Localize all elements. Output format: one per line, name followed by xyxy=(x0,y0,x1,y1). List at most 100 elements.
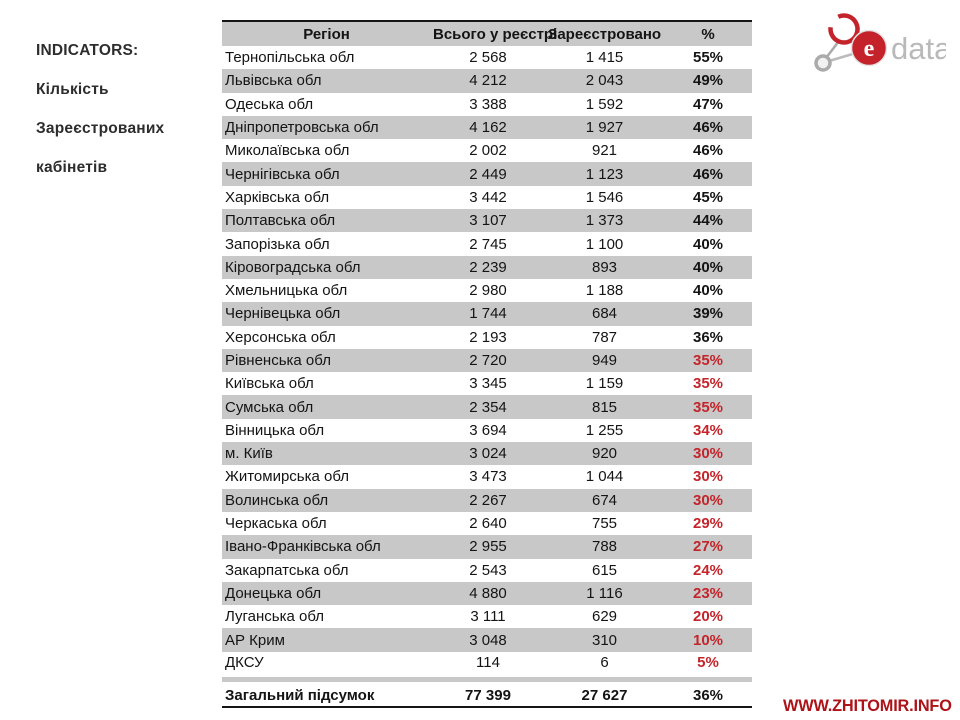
region-cell: Житомирська обл xyxy=(225,468,350,486)
percent-cell: 24% xyxy=(692,561,724,579)
region-cell: Луганська обл xyxy=(225,608,325,626)
total-cell: 3 442 xyxy=(469,188,507,206)
registered-cell: 1 373 xyxy=(545,209,664,233)
registered-cell: 1 546 xyxy=(585,188,624,206)
percent-cell: 40% xyxy=(692,282,724,300)
total-cell: 2 955 xyxy=(431,535,545,559)
logo-node-icon xyxy=(814,54,832,72)
table-row: м. Київ 3 024 920 30% xyxy=(222,442,752,466)
total-row: Загальний підсумок 77 399 27 627 36% xyxy=(222,683,752,709)
registered-cell: 815 xyxy=(545,395,664,419)
region-cell: Миколаївська обл xyxy=(225,142,350,160)
region-cell: Тернопільська обл xyxy=(225,49,355,67)
percent-cell: 47% xyxy=(692,95,724,113)
registered-cell: 949 xyxy=(545,348,664,373)
registered-cell: 1 188 xyxy=(585,282,624,300)
total-cell: 2 720 xyxy=(431,348,545,373)
percent-cell: 35% xyxy=(692,375,724,393)
registered-cell: 1 159 xyxy=(585,375,624,393)
sidebar-title: INDICATORS: xyxy=(36,42,139,59)
region-cell: Сумська обл xyxy=(222,395,431,419)
region-cell: Київська обл xyxy=(225,375,314,393)
total-cell: 4 880 xyxy=(431,581,545,606)
percent-cell: 29% xyxy=(692,515,724,533)
header-region: Регіон xyxy=(222,21,431,46)
registered-cell: 921 xyxy=(591,142,618,160)
sidebar: INDICATORS: Кількість Зареєстрованих каб… xyxy=(36,42,216,198)
table-row: Івано-Франківська обл 2 955 788 27% xyxy=(222,535,752,559)
region-cell: Рівненська обл xyxy=(222,348,431,373)
total-cell: 2 193 xyxy=(469,328,507,346)
total-cell: 3 048 xyxy=(431,628,545,652)
total-cell: 2 354 xyxy=(431,395,545,419)
total-row-registered: 27 627 xyxy=(545,683,664,709)
region-cell: Закарпатська обл xyxy=(225,561,349,579)
registered-cell: 893 xyxy=(545,255,664,279)
registered-cell: 1 927 xyxy=(545,115,664,140)
table-row: Полтавська обл 3 107 1 373 44% xyxy=(222,209,752,233)
table-header: Регіон Всього у реєстрі Зареєстровано % xyxy=(222,21,752,46)
registered-cell: 755 xyxy=(591,515,618,533)
table-row: Запорізька обл 2 745 1 100 40% xyxy=(222,232,752,255)
table-row: Черкаська обл 2 640 755 29% xyxy=(222,512,752,535)
table-row: Миколаївська обл 2 002 921 46% xyxy=(222,139,752,162)
registered-cell: 2 043 xyxy=(545,69,664,93)
region-cell: м. Київ xyxy=(222,442,431,466)
total-cell: 3 694 xyxy=(469,421,507,439)
logo-wordmark: data xyxy=(891,31,946,66)
table-row: Вінницька обл 3 694 1 255 34% xyxy=(222,419,752,442)
total-cell: 2 239 xyxy=(431,255,545,279)
percent-cell: 20% xyxy=(692,608,724,626)
total-cell: 2 002 xyxy=(469,142,507,160)
registered-cell: 920 xyxy=(545,442,664,466)
table-row: Харківська обл 3 442 1 546 45% xyxy=(222,186,752,209)
total-cell: 2 267 xyxy=(431,488,545,512)
total-cell: 2 640 xyxy=(469,515,507,533)
registered-cell: 310 xyxy=(545,628,664,652)
percent-cell: 23% xyxy=(664,581,752,606)
total-cell: 3 111 xyxy=(470,608,506,626)
total-cell: 4 212 xyxy=(431,69,545,93)
header-percent: % xyxy=(664,21,752,46)
percent-cell: 30% xyxy=(664,442,752,466)
registered-cell: 788 xyxy=(545,535,664,559)
registered-cell: 1 044 xyxy=(585,468,624,486)
region-cell: Хмельницька обл xyxy=(225,282,348,300)
logo-connector-line xyxy=(828,51,857,63)
registered-cell: 674 xyxy=(545,488,664,512)
percent-cell: 10% xyxy=(664,628,752,652)
region-cell: Херсонська обл xyxy=(225,328,336,346)
region-cell: Донецька обл xyxy=(222,581,431,606)
table-row: Чернігівська обл 2 449 1 123 46% xyxy=(222,162,752,186)
registered-cell: 6 xyxy=(600,654,609,672)
table-row: ДКСУ 114 6 5% xyxy=(222,652,752,675)
region-cell: Полтавська обл xyxy=(222,209,431,233)
table-row: Київська обл 3 345 1 159 35% xyxy=(222,372,752,395)
region-cell: Харківська обл xyxy=(225,188,330,206)
total-cell: 2 449 xyxy=(431,162,545,186)
table-footer: Загальний підсумок 77 399 27 627 36% xyxy=(222,673,752,709)
region-cell: Львівська обл xyxy=(222,69,431,93)
percent-cell: 30% xyxy=(664,488,752,512)
total-cell: 3 107 xyxy=(431,209,545,233)
table-row: Чернівецька обл 1 744 684 39% xyxy=(222,302,752,326)
region-cell: ДКСУ xyxy=(225,654,264,672)
region-cell: Вінницька обл xyxy=(225,421,325,439)
region-cell: Запорізька обл xyxy=(225,235,330,253)
total-cell: 1 744 xyxy=(431,302,545,326)
region-cell: Чернівецька обл xyxy=(222,302,431,326)
logo-e-glyph: e xyxy=(864,36,875,62)
table-row: Одеська обл 3 388 1 592 47% xyxy=(222,93,752,116)
registered-cell: 1 100 xyxy=(585,235,624,253)
header-registered: Зареєстровано xyxy=(545,21,664,46)
footer-watermark-url: WWW.ZHITOMIR.INFO xyxy=(783,696,952,715)
edata-logo-icon: e data xyxy=(814,13,952,72)
percent-cell: 35% xyxy=(664,395,752,419)
registered-cell: 787 xyxy=(591,328,618,346)
table-row: Тернопільська обл 2 568 1 415 55% xyxy=(222,46,752,69)
registered-cell: 615 xyxy=(591,561,618,579)
edata-logo: e data xyxy=(806,6,952,80)
percent-cell: 40% xyxy=(664,255,752,279)
region-cell: Чернігівська обл xyxy=(222,162,431,186)
percent-cell: 46% xyxy=(664,162,752,186)
